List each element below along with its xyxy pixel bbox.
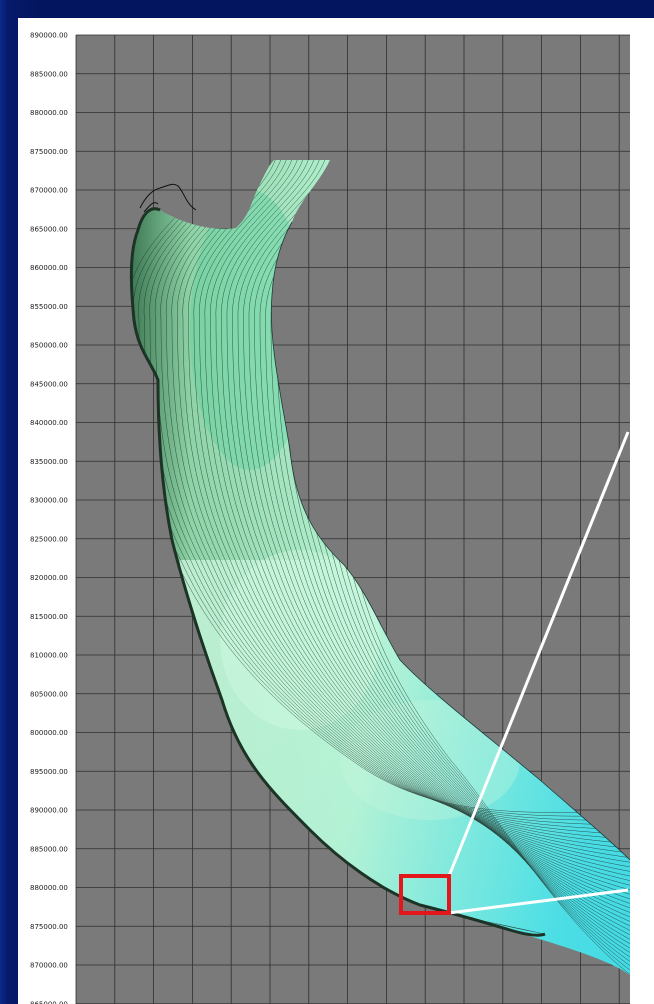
depth-contour [243, 160, 630, 915]
y-axis-label: 865000.00 [30, 225, 68, 233]
depth-contour [232, 160, 630, 905]
callout-line-upper [447, 431, 630, 877]
depth-contour [237, 160, 630, 910]
y-axis-label: 880000.00 [30, 109, 68, 117]
y-axis-labels: 890000.00 885000.00 880000.00 875000.00 8700… [30, 32, 68, 1004]
y-axis-label: 830000.00 [30, 497, 68, 505]
y-axis-label: 890000.00 [30, 32, 68, 40]
y-axis-label: 860000.00 [30, 264, 68, 272]
y-axis-label: 865000.00 [30, 1000, 68, 1004]
depth-contour [248, 160, 630, 920]
depth-contour [254, 160, 630, 925]
highlight-box [399, 874, 451, 915]
y-axis-label: 875000.00 [30, 148, 68, 156]
y-axis-label: 835000.00 [30, 458, 68, 466]
y-axis-label: 885000.00 [30, 70, 68, 78]
y-axis-label: 840000.00 [30, 419, 68, 427]
y-axis-label: 825000.00 [30, 535, 68, 543]
y-axis-label: 820000.00 [30, 574, 68, 582]
y-axis-label: 875000.00 [30, 923, 68, 931]
y-axis-label: 800000.00 [30, 729, 68, 737]
y-axis-label: 870000.00 [30, 962, 68, 970]
y-axis-label: 890000.00 [30, 807, 68, 815]
y-axis-label: 885000.00 [30, 845, 68, 853]
y-axis-label: 880000.00 [30, 884, 68, 892]
y-axis-label: 845000.00 [30, 380, 68, 388]
callout-line-lower [448, 888, 629, 915]
y-axis-label: 870000.00 [30, 187, 68, 195]
y-axis-label: 850000.00 [30, 342, 68, 350]
y-axis-label: 895000.00 [30, 768, 68, 776]
zoom-callout [399, 431, 630, 915]
y-axis-label: 855000.00 [30, 303, 68, 311]
y-axis-label: 810000.00 [30, 652, 68, 660]
y-axis-label: 805000.00 [30, 690, 68, 698]
y-axis-label: 815000.00 [30, 613, 68, 621]
